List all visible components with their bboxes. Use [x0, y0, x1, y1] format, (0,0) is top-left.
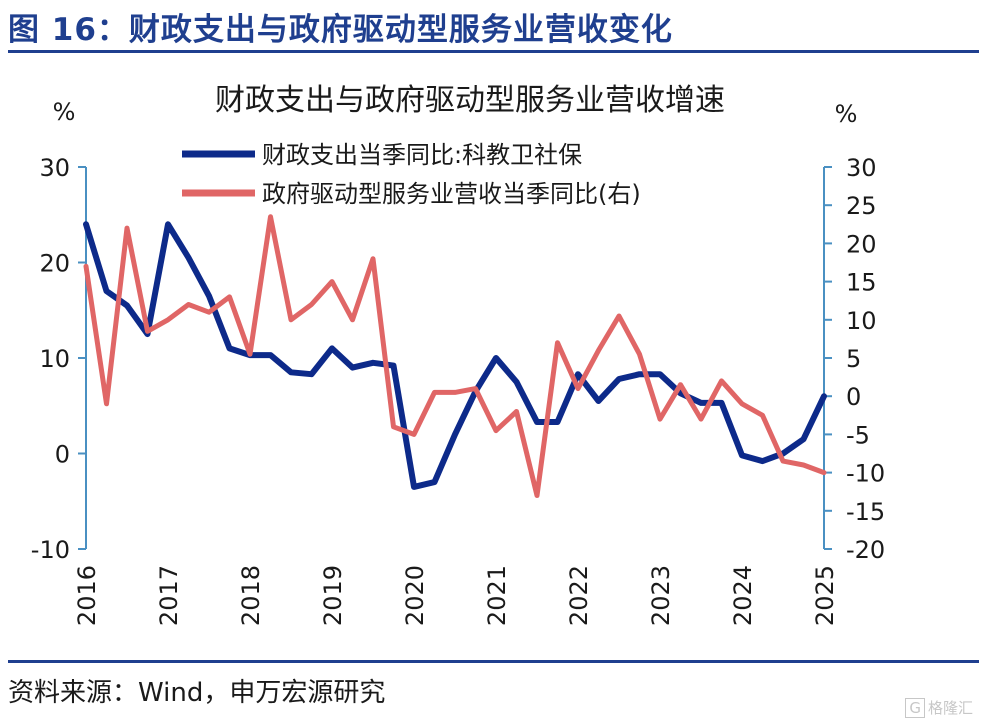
left-tick-label: 0	[55, 441, 70, 469]
right-tick-label: 0	[846, 383, 861, 411]
watermark-text: 格隆汇	[927, 699, 973, 717]
x-tick-label: 2020	[401, 565, 429, 626]
right-axis-unit: %	[835, 100, 858, 128]
right-tick-label: -10	[846, 460, 885, 488]
right-tick-label: -15	[846, 498, 885, 526]
x-tick-label: 2018	[237, 565, 265, 626]
x-tick-label: 2019	[319, 565, 347, 626]
right-tick-label: 5	[846, 345, 861, 373]
x-tick-label: 2022	[565, 565, 593, 626]
right-tick-label: 30	[846, 154, 877, 182]
right-tick-label: 25	[846, 192, 877, 220]
x-tick-label: 2023	[647, 565, 675, 626]
chart-title: 财政支出与政府驱动型服务业营收增速	[215, 83, 725, 118]
figure-title: 图 16：财政支出与政府驱动型服务业营收变化	[8, 12, 673, 48]
x-tick-label: 2016	[73, 565, 101, 626]
watermark: G 格隆汇	[905, 697, 973, 718]
x-tick-label: 2021	[483, 565, 511, 626]
legend: 财政支出当季同比:科教卫社保 政府驱动型服务业营收当季同比(右)	[182, 141, 641, 208]
x-tick-label: 2025	[811, 565, 839, 626]
source-note: 资料来源：Wind，申万宏源研究	[8, 678, 386, 708]
watermark-logo-icon: G	[905, 698, 925, 718]
right-tick-label: 15	[846, 269, 877, 297]
series-line-service-revenue	[83, 214, 827, 498]
right-tick-label: 20	[846, 230, 877, 258]
series-lines	[83, 214, 827, 498]
right-tick-label: -5	[846, 421, 870, 449]
right-tick-label: 10	[846, 307, 877, 335]
legend-label-service-revenue: 政府驱动型服务业营收当季同比(右)	[262, 180, 641, 208]
left-tick-label: 20	[39, 250, 70, 278]
left-tick-label: -10	[31, 536, 70, 564]
legend-label-fiscal-spending: 财政支出当季同比:科教卫社保	[262, 141, 582, 169]
left-tick-label: 10	[39, 345, 70, 373]
source-rule	[8, 660, 979, 663]
x-tick-label: 2024	[729, 565, 757, 626]
chart: 财政支出与政府驱动型服务业营收增速 % % 财政支出当季同比:科教卫社保 政府驱…	[31, 83, 885, 626]
left-tick-label: 30	[39, 154, 70, 182]
x-tick-label: 2017	[155, 565, 183, 626]
series-line-fiscal-spending	[83, 221, 827, 490]
left-axis-unit: %	[53, 98, 76, 126]
title-rule	[8, 50, 979, 53]
right-tick-label: -20	[846, 536, 885, 564]
